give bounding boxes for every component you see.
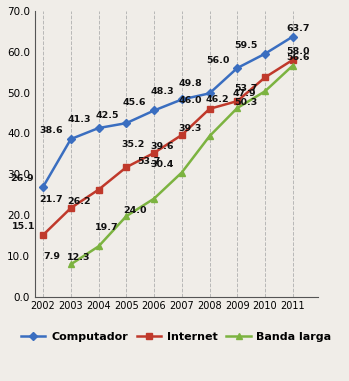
Text: 42.5: 42.5 xyxy=(95,110,119,120)
Internet xyxy=(291,58,295,62)
Text: 48.3: 48.3 xyxy=(150,87,174,96)
Computador xyxy=(69,137,73,141)
Banda larga xyxy=(180,170,184,175)
Banda larga xyxy=(291,63,295,68)
Text: 63.7: 63.7 xyxy=(287,24,310,33)
Internet xyxy=(235,99,239,103)
Text: 39.6: 39.6 xyxy=(150,142,174,151)
Internet xyxy=(152,150,156,155)
Banda larga xyxy=(235,106,239,110)
Text: 56.0: 56.0 xyxy=(206,56,230,64)
Computador xyxy=(263,51,267,56)
Computador xyxy=(41,184,45,189)
Text: 49.8: 49.8 xyxy=(178,79,202,88)
Computador xyxy=(235,66,239,70)
Banda larga xyxy=(263,89,267,94)
Text: 35.2: 35.2 xyxy=(121,140,145,149)
Text: 30.4: 30.4 xyxy=(151,160,174,169)
Text: 24.0: 24.0 xyxy=(123,205,146,215)
Text: 59.5: 59.5 xyxy=(234,41,257,50)
Text: 26.9: 26.9 xyxy=(10,174,34,183)
Text: 50.3: 50.3 xyxy=(234,98,257,107)
Text: 19.7: 19.7 xyxy=(95,223,119,232)
Line: Banda larga: Banda larga xyxy=(67,62,296,268)
Computador xyxy=(152,108,156,113)
Text: 58.0: 58.0 xyxy=(287,47,310,56)
Text: 21.7: 21.7 xyxy=(39,195,63,205)
Text: 39.3: 39.3 xyxy=(178,124,202,133)
Text: 7.9: 7.9 xyxy=(43,252,60,261)
Banda larga xyxy=(124,214,128,218)
Line: Computador: Computador xyxy=(40,34,296,190)
Computador xyxy=(180,97,184,102)
Internet xyxy=(41,233,45,237)
Text: 45.6: 45.6 xyxy=(123,98,146,107)
Text: 53.7: 53.7 xyxy=(137,157,160,166)
Internet xyxy=(124,165,128,170)
Line: Internet: Internet xyxy=(40,57,296,238)
Internet xyxy=(96,187,101,192)
Internet xyxy=(207,107,211,111)
Text: 38.6: 38.6 xyxy=(39,126,63,136)
Computador xyxy=(124,121,128,125)
Text: 12.3: 12.3 xyxy=(67,253,91,262)
Banda larga xyxy=(207,134,211,138)
Internet xyxy=(180,133,184,137)
Text: 26.2: 26.2 xyxy=(67,197,91,205)
Computador xyxy=(207,91,211,96)
Text: 56.6: 56.6 xyxy=(287,53,310,62)
Computador xyxy=(291,34,295,39)
Text: 46.0: 46.0 xyxy=(178,96,202,105)
Banda larga xyxy=(96,244,101,249)
Text: 53.7: 53.7 xyxy=(234,84,257,93)
Banda larga xyxy=(69,262,73,267)
Text: 41.3: 41.3 xyxy=(67,115,91,125)
Internet xyxy=(263,75,267,80)
Text: 15.1: 15.1 xyxy=(12,223,36,231)
Text: 47.9: 47.9 xyxy=(232,88,256,98)
Text: 46.2: 46.2 xyxy=(206,96,230,104)
Internet xyxy=(69,206,73,210)
Legend: Computador, Internet, Banda larga: Computador, Internet, Banda larga xyxy=(17,328,336,347)
Computador xyxy=(96,126,101,130)
Banda larga xyxy=(152,196,156,201)
